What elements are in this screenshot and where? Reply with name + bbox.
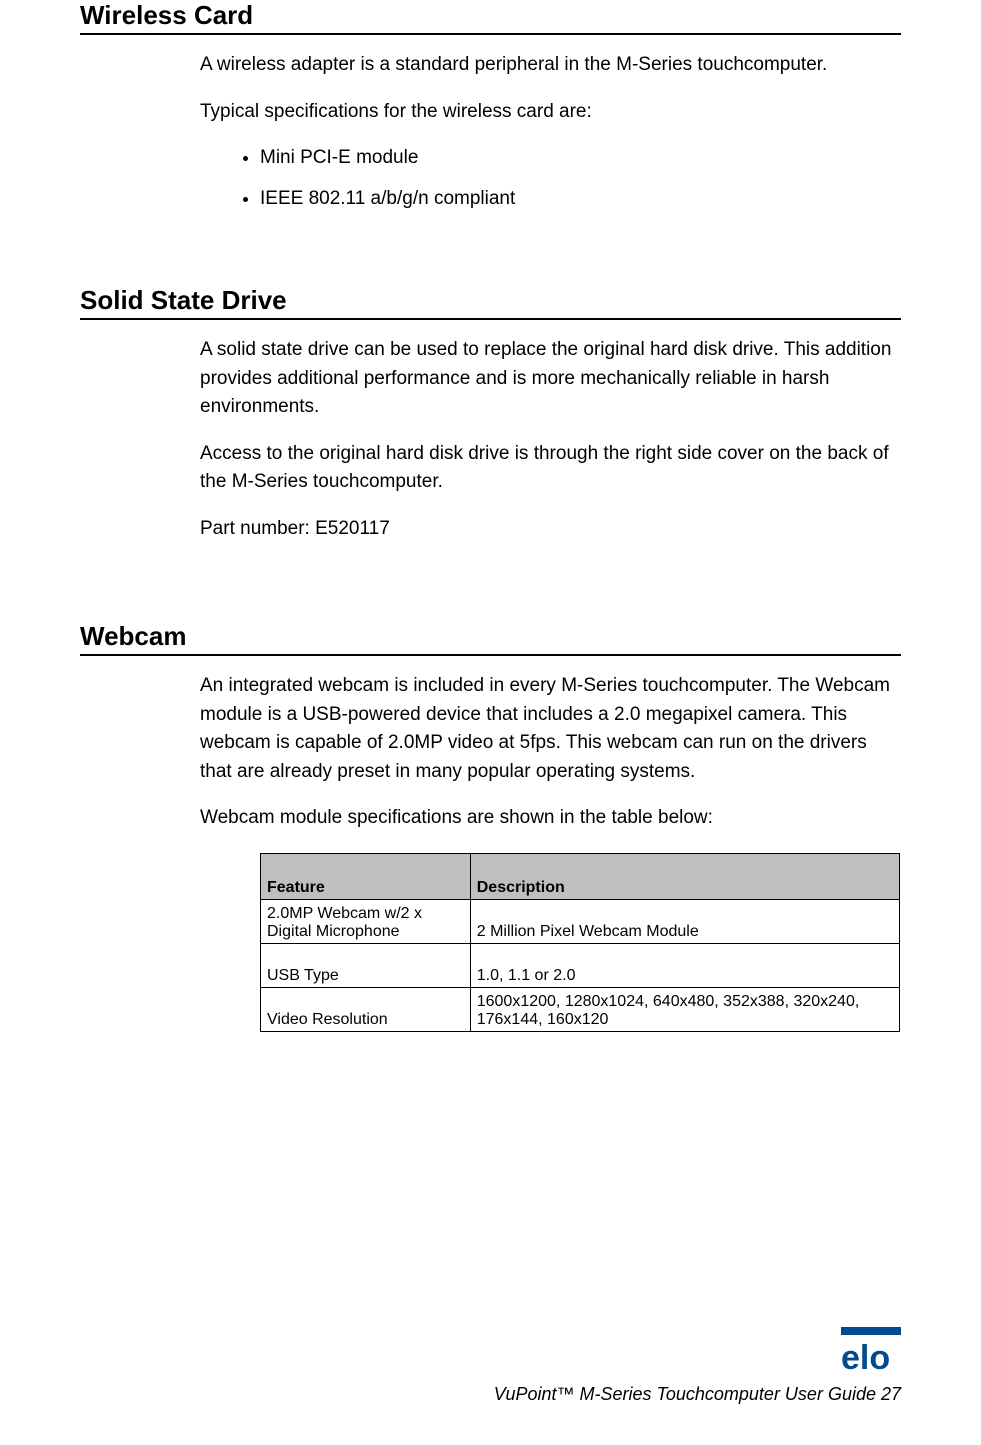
section-title-ssd: Solid State Drive: [80, 285, 901, 320]
wireless-intro: A wireless adapter is a standard periphe…: [200, 51, 901, 80]
table-cell-desc: 1.0, 1.1 or 2.0: [470, 943, 899, 987]
footer-text: VuPoint™ M-Series Touchcomputer User Gui…: [494, 1384, 901, 1405]
webcam-spec-table: Feature Description 2.0MP Webcam w/2 x D…: [260, 853, 900, 1032]
table-row: 2.0MP Webcam w/2 x Digital Microphone 2 …: [261, 899, 900, 943]
table-cell-feature: Video Resolution: [261, 987, 471, 1031]
table-cell-desc: 2 Million Pixel Webcam Module: [470, 899, 899, 943]
table-cell-desc: 1600x1200, 1280x1024, 640x480, 352x388, …: [470, 987, 899, 1031]
document-page: Wireless Card A wireless adapter is a st…: [0, 0, 981, 1445]
webcam-p1: An integrated webcam is included in ever…: [200, 672, 901, 786]
webcam-body: An integrated webcam is included in ever…: [80, 672, 901, 1032]
bullet-item: Mini PCI-E module: [260, 144, 901, 173]
part-number: E520117: [315, 518, 390, 539]
table-header-row: Feature Description: [261, 853, 900, 899]
brand-text: elo: [841, 1339, 890, 1373]
ssd-body: A solid state drive can be used to repla…: [80, 336, 901, 543]
page-footer: elo VuPoint™ M-Series Touchcomputer User…: [494, 1327, 901, 1405]
wireless-body: A wireless adapter is a standard periphe…: [80, 51, 901, 213]
brand-logo-icon: elo: [841, 1327, 901, 1378]
ssd-part-line: Part number: E520117: [200, 515, 901, 544]
table-header-description: Description: [470, 853, 899, 899]
wireless-bullets: Mini PCI-E module IEEE 802.11 a/b/g/n co…: [200, 144, 901, 213]
webcam-table-wrap: Feature Description 2.0MP Webcam w/2 x D…: [260, 853, 901, 1032]
section-title-webcam: Webcam: [80, 621, 901, 656]
table-cell-feature: 2.0MP Webcam w/2 x Digital Microphone: [261, 899, 471, 943]
bullet-item: IEEE 802.11 a/b/g/n compliant: [260, 185, 901, 214]
table-row: Video Resolution 1600x1200, 1280x1024, 6…: [261, 987, 900, 1031]
ssd-p1: A solid state drive can be used to repla…: [200, 336, 901, 422]
wireless-specs-intro: Typical specifications for the wireless …: [200, 98, 901, 127]
section-title-wireless: Wireless Card: [80, 0, 901, 35]
table-cell-feature: USB Type: [261, 943, 471, 987]
ssd-p2: Access to the original hard disk drive i…: [200, 440, 901, 497]
table-row: USB Type 1.0, 1.1 or 2.0: [261, 943, 900, 987]
webcam-p2: Webcam module specifications are shown i…: [200, 804, 901, 833]
table-header-feature: Feature: [261, 853, 471, 899]
part-label: Part number:: [200, 518, 315, 539]
